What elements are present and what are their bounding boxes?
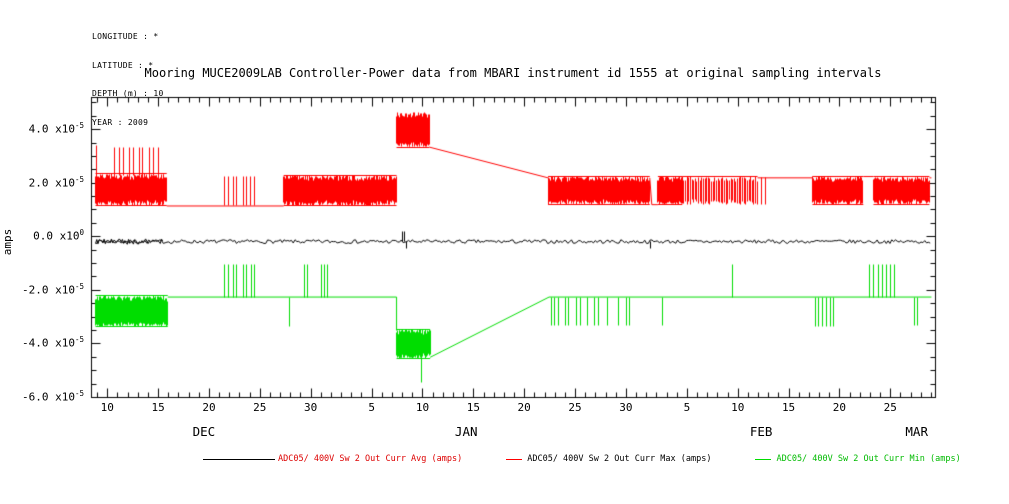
y-tick-label: -2.0 x10-5 — [21, 281, 84, 297]
legend-label-avg: ADC05/ 400V Sw 2 Out Curr Avg (amps) — [278, 454, 463, 464]
month-label: FEB — [749, 424, 773, 439]
x-tick-label: 25 — [253, 401, 267, 414]
x-tick-label: 10 — [731, 401, 745, 414]
max-line-swatch — [506, 458, 523, 460]
legend-entry-avg: ADC05/ 400V Sw 2 Out Curr Avg (amps) — [203, 454, 462, 464]
meta-year: YEAR : 2009 — [92, 117, 149, 127]
x-tick-label: 20 — [832, 401, 847, 414]
x-tick-label: 20 — [517, 401, 531, 414]
legend: ADC05/ 400V Sw 2 Out Curr Avg (amps) ADC… — [203, 454, 961, 464]
month-label: JAN — [454, 424, 478, 439]
meta-longitude: LONGITUDE : * — [92, 32, 159, 41]
x-tick-label: 30 — [304, 401, 318, 414]
legend-label-max: ADC05/ 400V Sw 2 Out Curr Max (amps) — [527, 454, 712, 464]
y-tick-label: -6.0 x10-5 — [21, 389, 84, 404]
legend-entry-max: ADC05/ 400V Sw 2 Out Curr Max (amps) — [506, 454, 711, 464]
metadata-block: LONGITUDE : * LATITUDE : * DEPTH (m) : 1… — [92, 13, 164, 146]
month-label: MAR — [905, 424, 928, 439]
y-tick-label: 0.0 x100 — [33, 228, 84, 243]
month-label: DEC — [192, 424, 216, 439]
x-tick-label: 5 — [683, 401, 691, 414]
y-tick-label: 4.0 x10-5 — [28, 121, 84, 136]
y-tick-label: -4.0 x10-5 — [21, 335, 84, 351]
chart-title: Mooring MUCE2009LAB Controller-Power dat… — [144, 66, 882, 80]
meta-latitude: LATITUDE : * — [92, 60, 154, 70]
x-tick-label: 30 — [619, 401, 633, 414]
legend-label-min: ADC05/ 400V Sw 2 Out Curr Min (amps) — [776, 454, 961, 464]
x-tick-label: 15 — [151, 401, 165, 414]
x-tick-label: 25 — [568, 401, 582, 414]
avg-line-swatch — [203, 458, 275, 460]
x-tick-label: 20 — [202, 401, 216, 414]
x-tick-label: 10 — [415, 401, 430, 414]
y-tick-label: 2.0 x10-5 — [28, 174, 84, 190]
x-tick-label: 10 — [100, 401, 114, 414]
x-tick-label: 25 — [883, 401, 897, 414]
min-line-swatch — [755, 458, 772, 460]
x-tick-label: 15 — [781, 401, 796, 414]
x-tick-label: 15 — [466, 401, 480, 414]
meta-depth: DEPTH (m) : 10 — [92, 89, 164, 98]
x-tick-label: 5 — [368, 401, 375, 414]
legend-entry-min: ADC05/ 400V Sw 2 Out Curr Min (amps) — [755, 454, 961, 464]
